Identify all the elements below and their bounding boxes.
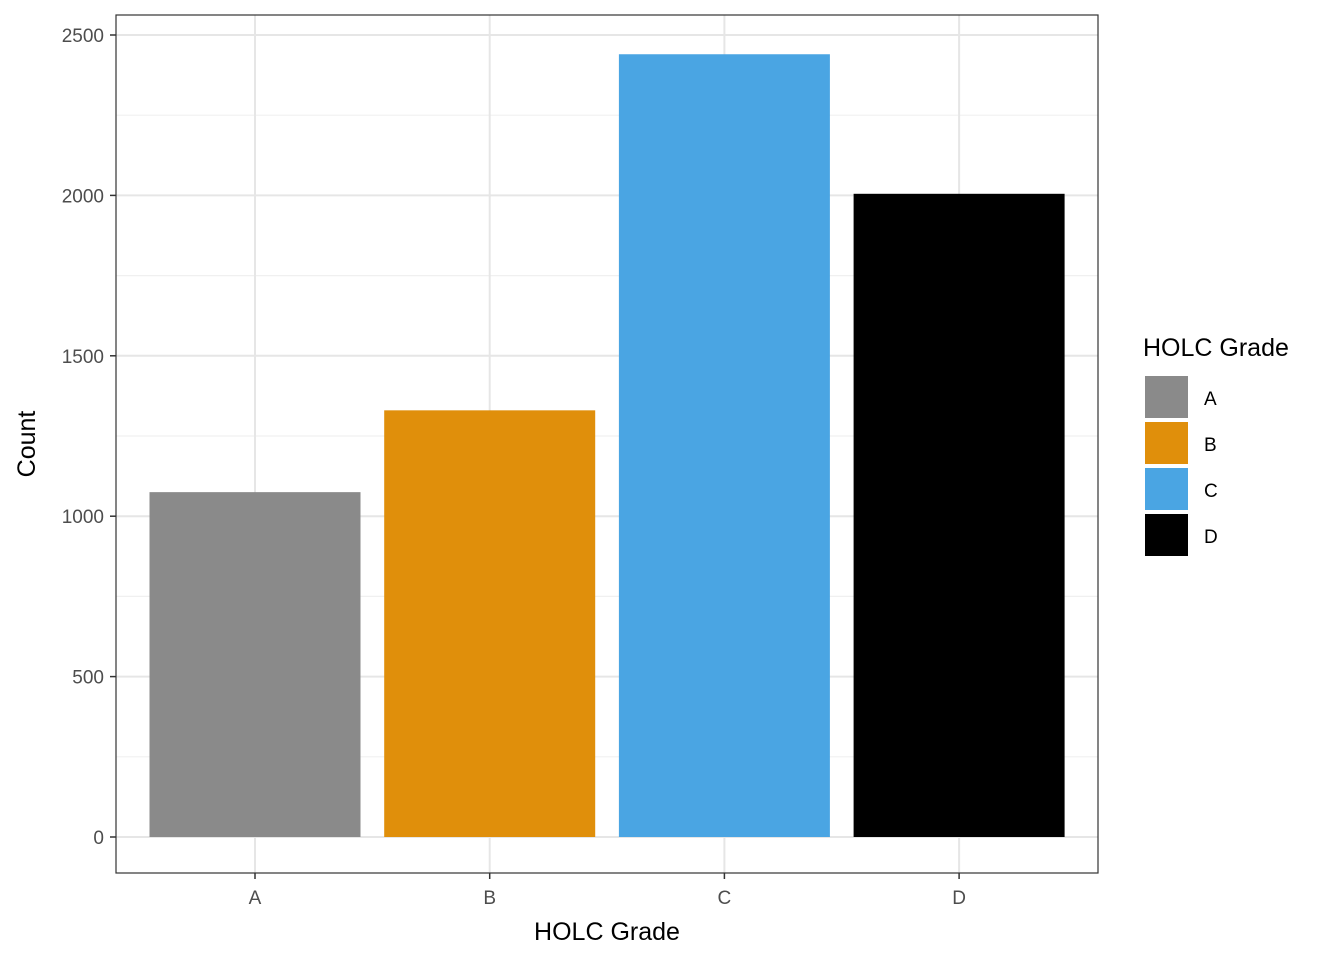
y-tick-label: 0: [93, 828, 104, 849]
bar-c: [618, 54, 830, 838]
x-tick-label: B: [483, 888, 496, 909]
legend-label: A: [1204, 389, 1217, 410]
y-axis-title: Count: [13, 411, 41, 478]
y-tick-label: 2500: [62, 26, 104, 47]
legend-swatch-a: [1145, 376, 1188, 418]
y-tick-label: 2000: [62, 186, 104, 207]
legend-items: A B C D: [1145, 376, 1218, 556]
x-tick-label: A: [249, 888, 262, 909]
legend-swatch-d: [1145, 514, 1188, 556]
bar-b: [384, 410, 596, 837]
bars: [149, 54, 1065, 838]
bar-a: [149, 492, 361, 837]
y-tick-label: 500: [72, 668, 104, 689]
legend-label: C: [1204, 481, 1218, 502]
x-axis: A B C D: [249, 873, 966, 909]
x-tick-label: C: [718, 888, 732, 909]
y-tick-label: 1500: [62, 347, 104, 368]
x-tick-label: D: [952, 888, 966, 909]
legend-swatch-c: [1145, 468, 1188, 510]
legend: HOLC Grade A B C D: [1143, 334, 1289, 556]
legend-title: HOLC Grade: [1143, 334, 1289, 362]
bar-d: [853, 193, 1065, 837]
x-axis-title: HOLC Grade: [534, 918, 680, 946]
legend-label: D: [1204, 527, 1218, 548]
panel-border: [115, 14, 1099, 874]
y-tick-label: 1000: [62, 507, 104, 528]
y-axis: 0 500 1000 1500 2000 2500: [62, 26, 116, 849]
legend-swatch-b: [1145, 422, 1188, 464]
legend-label: B: [1204, 435, 1217, 456]
